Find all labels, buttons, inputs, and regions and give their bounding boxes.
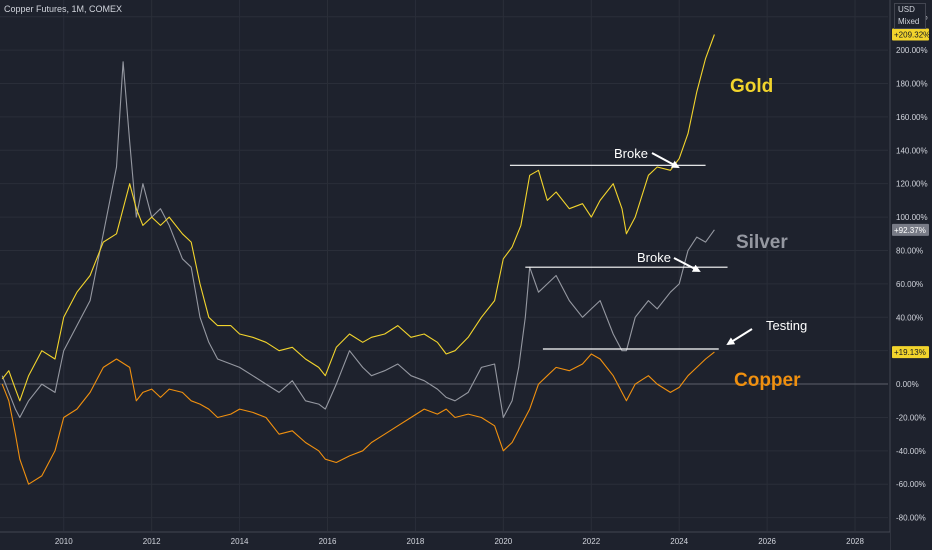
series-line-silver: [1, 61, 715, 419]
last-value-text: +19.13%: [894, 348, 926, 357]
testing-arrow-icon: [726, 328, 753, 346]
scale-mode-label: Mixed: [898, 17, 920, 26]
series-line-copper: [1, 351, 715, 485]
y-tick-label: 0.00%: [896, 380, 919, 389]
annotations: Gold Silver Copper Broke Broke Testing: [614, 76, 807, 391]
y-tick-label: 80.00%: [896, 246, 923, 255]
y-tick-label: 120.00%: [896, 180, 928, 189]
copper-series-label: Copper: [734, 370, 801, 391]
broke-arrow-gold-icon: [651, 152, 680, 168]
y-tick-label: -20.00%: [896, 413, 926, 422]
broke-annotation-silver: Broke: [637, 250, 671, 265]
last-value-text: +209.32%: [894, 31, 930, 40]
silver-series-label: Silver: [736, 232, 788, 253]
y-tick-label: 140.00%: [896, 146, 928, 155]
x-tick-label: 2028: [846, 537, 864, 546]
y-tick-label: -60.00%: [896, 480, 926, 489]
broke-annotation-gold: Broke: [614, 146, 648, 161]
y-axis[interactable]: 220.00%200.00%180.00%160.00%140.00%120.0…: [889, 0, 932, 550]
last-value-badge: [892, 346, 929, 359]
chart-title: Copper Futures, 1M, COMEX: [4, 4, 123, 14]
x-tick-label: 2018: [407, 537, 425, 546]
last-value-badge: [892, 223, 929, 236]
x-tick-label: 2012: [143, 537, 161, 546]
x-axis-panel: [0, 532, 890, 550]
resistance-lines: [509, 164, 728, 350]
last-value-text: +92.37%: [894, 226, 926, 235]
y-tick-label: 200.00%: [896, 46, 928, 55]
last-value-labels: +209.32% +92.37% +19.13%: [892, 28, 930, 359]
series-line-gold: [1, 34, 715, 402]
x-tick-label: 2016: [319, 537, 337, 546]
y-tick-label: -40.00%: [896, 447, 926, 456]
y-tick-label: 40.00%: [896, 313, 923, 322]
broke-arrow-silver-icon: [673, 257, 701, 272]
last-value-badge: [892, 28, 929, 41]
y-axis-panel: [890, 0, 932, 550]
x-axis[interactable]: 2010 2012 2014 2016 2018 2020 2022 2024 2026 2028: [0, 531, 890, 550]
series-lines: [1, 34, 715, 485]
y-tick-label: 60.00%: [896, 280, 923, 289]
x-tick-label: 2020: [494, 537, 512, 546]
testing-annotation: Testing: [766, 318, 807, 333]
x-tick-label: 2014: [231, 537, 249, 546]
y-tick-label: 160.00%: [896, 113, 928, 122]
x-tick-label: 2026: [758, 537, 776, 546]
scale-settings-button[interactable]: USD Mixed: [894, 3, 926, 29]
y-tick-label: 180.00%: [896, 79, 928, 88]
y-tick-label: 100.00%: [896, 213, 928, 222]
currency-label: USD: [898, 5, 915, 14]
y-tick-label: -80.00%: [896, 514, 926, 523]
x-tick-label: 2024: [670, 537, 688, 546]
gold-series-label: Gold: [730, 76, 773, 97]
x-tick-label: 2010: [55, 537, 73, 546]
x-tick-label: 2022: [582, 537, 600, 546]
